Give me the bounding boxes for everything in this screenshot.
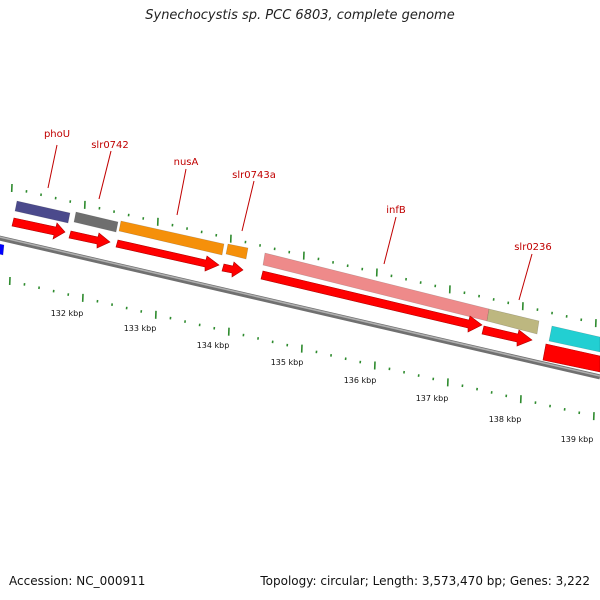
gene-track: [0, 200, 600, 353]
gene-bar-slr0236[interactable]: [486, 308, 540, 335]
gene-label-slr0743a: slr0743a: [232, 170, 276, 181]
scale-labels: 132 kbp 133 kbp 134 kbp 135 kbp 136 kbp …: [51, 309, 594, 444]
leader-line-infB: [383, 216, 397, 265]
scale-label: 138 kbp: [489, 415, 522, 424]
scale-label: 139 kbp: [561, 435, 594, 444]
leader-line-nusA: [176, 168, 187, 216]
cds-track: [11, 217, 600, 373]
map-title: Synechocystis sp. PCC 6803, complete gen…: [145, 8, 455, 23]
gene-label-phoU: phoU: [44, 129, 70, 140]
accession-text: Accession: NC_000911: [9, 574, 146, 588]
gene-bar-prev-gene[interactable]: [0, 243, 5, 256]
leader-line-slr0236: [518, 253, 533, 301]
genome-backbone: [0, 235, 600, 380]
scale-tick-track: [8, 276, 595, 421]
outer-tick-track: [10, 183, 597, 328]
scale-label: 133 kbp: [124, 324, 157, 333]
cds-arrow-phoU[interactable]: [11, 217, 66, 240]
gene-label-slr0742: slr0742: [91, 140, 129, 151]
gene-label-slr0236: slr0236: [514, 242, 552, 253]
cds-arrow-slr0236[interactable]: [481, 325, 533, 347]
gene-bar-next-gene[interactable]: [548, 325, 600, 353]
cds-arrow-slr0743a[interactable]: [221, 261, 244, 278]
gene-bar-slr0742[interactable]: [73, 211, 119, 233]
leader-line-slr0742: [98, 150, 112, 200]
genome-summary-text: Topology: circular; Length: 3,573,470 bp…: [260, 574, 590, 588]
cds-arrow-slr0742[interactable]: [68, 230, 111, 249]
scale-label: 137 kbp: [416, 394, 449, 403]
scale-label: 136 kbp: [344, 376, 377, 385]
gene-labels: phoU slr0742 nusA slr0743a infB slr0236: [44, 129, 552, 301]
gene-label-infB: infB: [386, 205, 406, 216]
scale-label: 132 kbp: [51, 309, 84, 318]
leader-line-slr0743a: [241, 180, 255, 232]
scale-label: 135 kbp: [271, 358, 304, 367]
cds-arrow-infB[interactable]: [260, 270, 483, 333]
cds-arrow-next-gene[interactable]: [542, 343, 600, 373]
cds-arrow-nusA[interactable]: [115, 239, 220, 272]
gene-bar-slr0743a[interactable]: [225, 243, 249, 260]
scale-label: 134 kbp: [197, 341, 230, 350]
gene-bar-nusA[interactable]: [118, 220, 225, 256]
leader-line-phoU: [47, 144, 58, 189]
gene-bar-phoU[interactable]: [14, 200, 71, 224]
gene-label-nusA: nusA: [174, 157, 199, 168]
